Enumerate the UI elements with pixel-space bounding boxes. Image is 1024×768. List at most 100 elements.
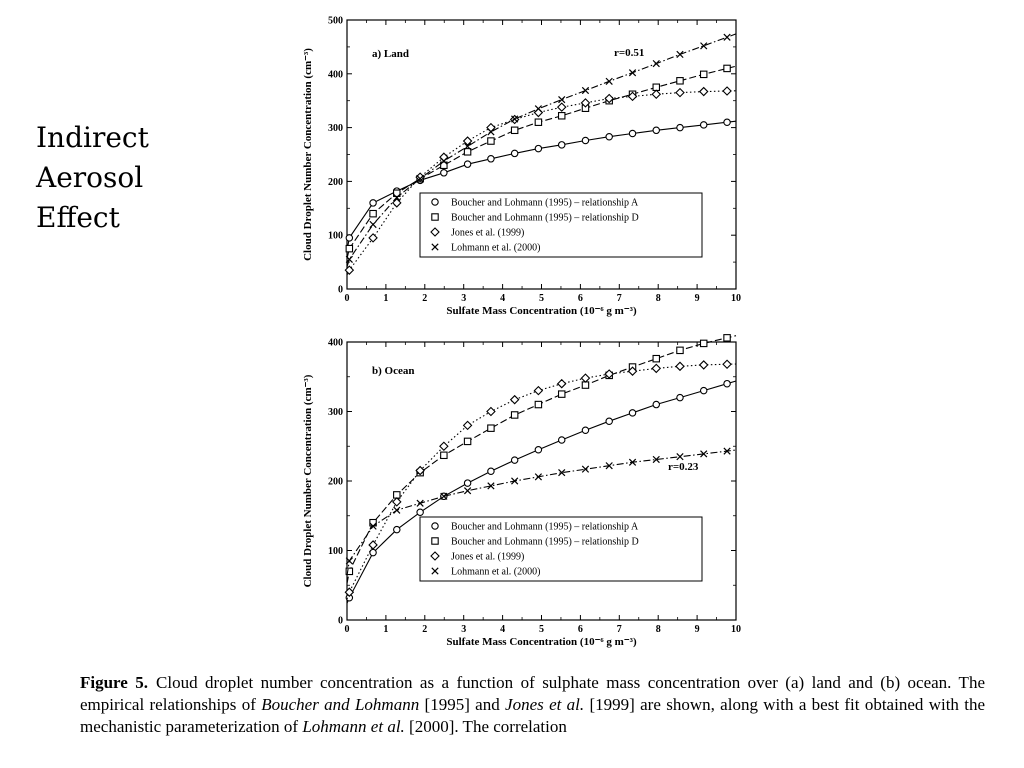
legend-entry: Lohmann et al. (2000) xyxy=(451,243,540,254)
marker-circle xyxy=(393,525,401,534)
marker-diamond xyxy=(430,227,440,237)
marker-x xyxy=(369,522,377,530)
marker-circle xyxy=(581,426,590,435)
x-tick-label: 5 xyxy=(539,624,544,635)
marker-x xyxy=(431,567,439,575)
legend-entry: Lohmann et al. (2000) xyxy=(451,567,540,578)
legend-entry: Boucher and Lohmann (1995) – relationshi… xyxy=(451,213,639,224)
slide-title-line: Effect xyxy=(36,201,120,234)
x-tick-label: 7 xyxy=(617,293,622,304)
legend: Boucher and Lohmann (1995) – relationshi… xyxy=(419,516,703,582)
x-tick-label: 2 xyxy=(422,293,427,304)
marker-circle xyxy=(510,149,519,158)
marker-diamond xyxy=(509,394,520,405)
y-tick-label: 300 xyxy=(328,407,343,418)
marker-x xyxy=(558,469,566,477)
marker-circle xyxy=(369,199,377,207)
marker-x xyxy=(676,453,684,461)
marker-circle xyxy=(534,445,543,454)
x-axis-label: Sulfate Mass Concentration (10⁻⁶ g m⁻³) xyxy=(446,636,637,648)
marker-diamond xyxy=(392,497,402,507)
marker-x xyxy=(440,157,448,165)
marker-square xyxy=(534,118,543,126)
marker-circle xyxy=(557,141,566,149)
marker-diamond xyxy=(533,385,544,396)
marker-diamond xyxy=(698,360,709,370)
x-axis-label: Sulfate Mass Concentration (10⁻⁶ g m⁻³) xyxy=(446,305,637,317)
y-tick-label: 100 xyxy=(328,546,343,557)
marker-square xyxy=(463,148,472,156)
marker-x xyxy=(345,255,353,264)
marker-circle xyxy=(652,126,661,135)
marker-square xyxy=(510,411,519,419)
marker-square xyxy=(557,390,566,398)
marker-square xyxy=(534,400,543,409)
marker-circle xyxy=(463,160,472,168)
marker-x xyxy=(463,142,472,151)
marker-diamond xyxy=(698,86,709,97)
marker-x xyxy=(700,450,708,458)
marker-x xyxy=(652,455,660,464)
y-tick-label: 200 xyxy=(328,477,343,488)
x-tick-label: 4 xyxy=(500,624,505,635)
marker-diamond xyxy=(344,265,355,275)
y-tick-label: 0 xyxy=(338,285,343,296)
y-tick-label: 200 xyxy=(328,177,343,188)
x-tick-label: 0 xyxy=(345,624,350,635)
x-tick-label: 3 xyxy=(461,624,466,635)
marker-circle xyxy=(487,155,495,163)
marker-x xyxy=(581,465,590,473)
marker-square xyxy=(463,437,472,446)
marker-x xyxy=(416,175,424,183)
marker-x xyxy=(558,95,566,104)
legend-entry: Jones et al. (1999) xyxy=(451,552,524,563)
marker-diamond xyxy=(344,587,355,597)
marker-diamond xyxy=(462,420,473,431)
marker-x xyxy=(487,482,495,490)
marker-x xyxy=(393,193,401,202)
marker-circle xyxy=(557,436,566,444)
marker-circle xyxy=(676,123,684,132)
marker-circle xyxy=(345,234,354,242)
marker-diamond xyxy=(675,361,685,372)
marker-x xyxy=(416,499,424,507)
marker-diamond xyxy=(722,359,732,370)
marker-diamond xyxy=(627,366,638,376)
marker-circle xyxy=(652,400,661,409)
marker-circle xyxy=(369,548,377,557)
y-axis-label: Cloud Droplet Number Concentration (cm⁻³… xyxy=(302,374,314,587)
marker-x xyxy=(628,69,637,77)
marker-x xyxy=(700,42,708,50)
marker-diamond xyxy=(368,540,378,550)
x-tick-label: 2 xyxy=(422,624,427,635)
x-tick-label: 10 xyxy=(731,293,741,304)
marker-square xyxy=(393,189,401,197)
marker-square xyxy=(431,213,439,221)
figure-label: Figure 5. xyxy=(80,673,149,692)
marker-x xyxy=(511,115,519,123)
marker-x xyxy=(369,220,377,229)
marker-diamond xyxy=(556,102,567,112)
marker-x xyxy=(431,243,439,251)
marker-square xyxy=(699,339,708,348)
marker-square xyxy=(431,537,439,545)
marker-square xyxy=(487,137,495,145)
y-tick-label: 0 xyxy=(338,616,343,627)
marker-circle xyxy=(699,386,708,395)
legend-box xyxy=(419,192,703,258)
marker-circle xyxy=(416,508,424,517)
caption-text: [1995] and xyxy=(419,695,506,714)
x-tick-label: 4 xyxy=(500,293,505,304)
figure-caption: Figure 5. Cloud droplet number concentrat… xyxy=(80,672,985,738)
marker-circle xyxy=(510,456,519,464)
marker-diamond xyxy=(430,551,440,561)
marker-circle xyxy=(440,169,448,177)
marker-square xyxy=(723,64,731,73)
y-tick-label: 500 xyxy=(328,16,343,27)
caption-text: [2000]. The correlation xyxy=(404,717,567,736)
slide-title-line: Indirect xyxy=(36,121,149,154)
marker-circle xyxy=(534,144,543,153)
y-tick-label: 100 xyxy=(328,231,343,242)
y-tick-label: 400 xyxy=(328,69,343,80)
